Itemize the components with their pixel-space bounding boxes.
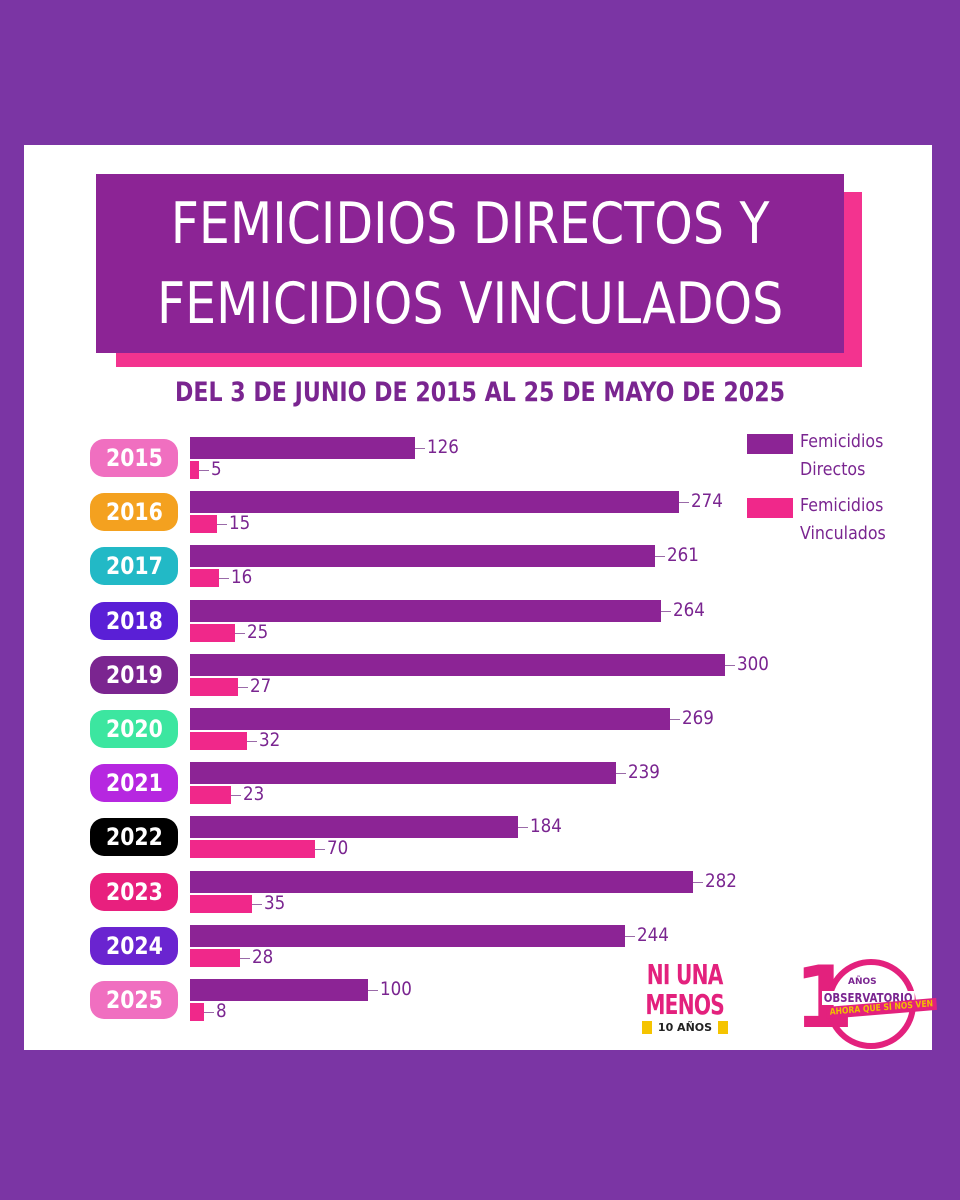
leader-vinculados-2018	[234, 632, 245, 634]
chart-subtitle: DEL 3 DE JUNIO DE 2015 AL 25 DE MAYO DE …	[174, 377, 786, 408]
leader-directos-2020	[669, 719, 680, 720]
value-label-directos-2022: 184	[530, 815, 563, 838]
bar-directos-2021	[190, 762, 617, 785]
leader-vinculados-2022	[314, 849, 325, 851]
value-label-directos-2020: 269	[681, 707, 714, 729]
year-label-2025: 2025	[90, 981, 178, 1019]
value-label-vinculados-2024: 28	[251, 945, 274, 968]
value-label-vinculados-2016: 15	[228, 512, 251, 535]
value-label-directos-2018: 264	[672, 598, 705, 621]
legend-label-vinculados: Femicidios Vinculados	[800, 492, 886, 548]
leader-vinculados-2017	[218, 578, 229, 580]
year-label-2017: 2017	[90, 547, 178, 586]
legend-label-directos-line-2: Directos	[800, 459, 866, 480]
value-label-vinculados-2022: 70	[326, 837, 349, 860]
legend-swatch-vinculados	[747, 498, 793, 518]
value-label-vinculados-2015: 5	[210, 458, 222, 480]
chart-title-line-1: FEMICIDIOS DIRECTOS Y	[170, 190, 770, 257]
leader-directos-2022	[518, 827, 529, 829]
bar-vinculados-2024	[190, 948, 240, 967]
bar-vinculados-2019	[190, 677, 239, 696]
bar-directos-2016	[190, 491, 679, 514]
leader-directos-2015	[414, 448, 425, 449]
bar-directos-2018	[190, 599, 661, 622]
bar-vinculados-2021	[190, 786, 232, 805]
value-label-vinculados-2021: 23	[243, 783, 265, 806]
leader-vinculados-2015	[198, 470, 209, 471]
leader-vinculados-2016	[216, 524, 227, 526]
legend-label-vinculados-line-2: Vinculados	[800, 523, 886, 544]
leader-directos-2017	[655, 556, 666, 558]
ni-una-menos-logo-line-2: MENOS	[645, 988, 725, 1021]
value-label-directos-2016: 274	[690, 490, 723, 513]
leader-vinculados-2023	[252, 903, 263, 905]
year-label-2021: 2021	[90, 764, 178, 803]
leader-directos-2023	[692, 881, 703, 883]
legend-label-vinculados-line-1: Femicidios	[800, 495, 884, 516]
leader-directos-2024	[625, 935, 636, 937]
year-label-2020: 2020	[90, 710, 178, 748]
leader-directos-2018	[660, 610, 671, 612]
year-label-2022: 2022	[90, 818, 178, 857]
value-label-directos-2019: 300	[737, 652, 769, 675]
leader-directos-2025	[368, 990, 379, 991]
leader-vinculados-2020	[247, 741, 258, 742]
bar-directos-2023	[190, 870, 693, 893]
bar-vinculados-2025	[190, 1003, 205, 1021]
year-label-2024: 2024	[90, 926, 178, 965]
observatorio-logo: 1 AÑOS OBSERVATORIO AHORA QUE SÍ NOS VEN	[786, 955, 937, 1049]
bar-vinculados-2018	[190, 623, 235, 642]
value-label-directos-2021: 239	[628, 761, 661, 784]
ni-una-menos-logo: NI UNA MENOS 10 AÑOS	[640, 960, 730, 1042]
bar-vinculados-2016	[190, 515, 217, 534]
leader-vinculados-2019	[238, 686, 249, 688]
bar-vinculados-2023	[190, 894, 253, 913]
leader-vinculados-2025	[204, 1012, 215, 1013]
leader-directos-2021	[616, 773, 627, 775]
leader-directos-2019	[725, 664, 735, 666]
leader-directos-2016	[678, 502, 689, 504]
bar-directos-2019	[190, 653, 725, 676]
year-label-2023: 2023	[90, 872, 178, 911]
value-label-vinculados-2020: 32	[259, 729, 281, 751]
value-label-vinculados-2025: 8	[216, 1000, 227, 1022]
ni-una-menos-logo-line-1: NI UNA	[647, 958, 724, 991]
value-label-directos-2024: 244	[637, 923, 670, 946]
value-label-vinculados-2018: 25	[246, 620, 268, 643]
y-axis-line	[189, 433, 190, 1023]
legend-swatch-directos	[747, 434, 793, 454]
bar-vinculados-2017	[190, 569, 219, 588]
bar-directos-2022	[190, 816, 519, 839]
value-label-directos-2025: 100	[380, 978, 413, 1000]
title-box: FEMICIDIOS DIRECTOS Y FEMICIDIOS VINCULA…	[96, 174, 844, 353]
ni-una-menos-logo-sub: 10 AÑOS	[641, 1021, 729, 1034]
bar-directos-2020	[190, 708, 670, 730]
value-label-directos-2023: 282	[704, 869, 737, 892]
year-label-2019: 2019	[90, 655, 178, 694]
leader-vinculados-2024	[239, 957, 250, 959]
year-label-2018: 2018	[90, 601, 178, 640]
leader-vinculados-2021	[231, 795, 242, 797]
legend-label-directos: Femicidios Directos	[800, 428, 883, 484]
value-label-vinculados-2019: 27	[250, 674, 272, 697]
bar-vinculados-2022	[190, 840, 315, 859]
value-label-vinculados-2023: 35	[264, 891, 286, 914]
value-label-directos-2017: 261	[667, 544, 700, 567]
value-label-vinculados-2017: 16	[230, 566, 252, 589]
observatorio-logo-anos: AÑOS	[848, 977, 877, 987]
bar-directos-2024	[190, 924, 626, 947]
bar-vinculados-2015	[190, 461, 199, 479]
bar-vinculados-2020	[190, 732, 248, 750]
year-label-2016: 2016	[90, 493, 178, 532]
legend-label-directos-line-1: Femicidios	[800, 431, 884, 452]
chart-title-line-2: FEMICIDIOS VINCULADOS	[156, 270, 784, 337]
bar-directos-2015	[190, 437, 415, 459]
value-label-directos-2015: 126	[426, 436, 459, 458]
bar-directos-2025	[190, 979, 369, 1001]
bar-directos-2017	[190, 545, 656, 568]
year-label-2015: 2015	[90, 439, 178, 477]
